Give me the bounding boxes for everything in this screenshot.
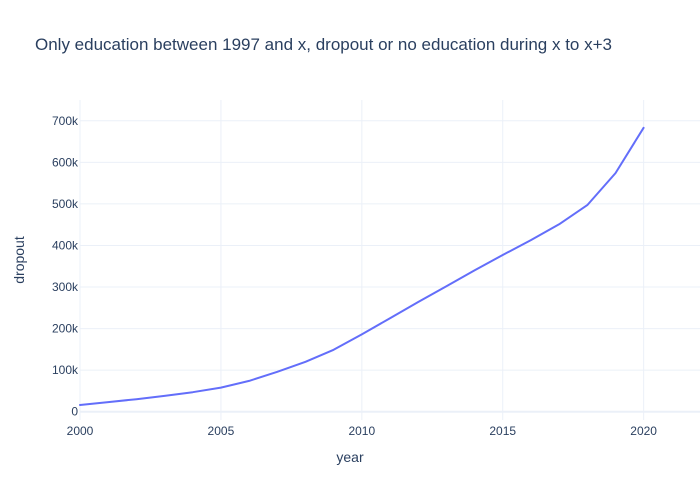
y-tick-label: 200k bbox=[52, 322, 79, 336]
x-tick-label: 2015 bbox=[489, 424, 516, 438]
series-line bbox=[79, 126, 645, 406]
y-tick-label: 100k bbox=[52, 363, 79, 377]
y-tick-label: 0 bbox=[71, 405, 78, 419]
y-tick-label: 600k bbox=[52, 155, 79, 169]
y-tick-label: 700k bbox=[52, 114, 79, 128]
x-tick-label: 2010 bbox=[348, 424, 375, 438]
x-tick-label: 2005 bbox=[208, 424, 235, 438]
x-tick-label: 2020 bbox=[630, 424, 657, 438]
x-axis-ticks: 2000 2005 2010 2015 2020 bbox=[67, 424, 658, 438]
grid-lines bbox=[79, 100, 700, 420]
y-tick-label: 300k bbox=[52, 280, 79, 294]
y-tick-label: 400k bbox=[52, 238, 79, 252]
x-tick-label: 2000 bbox=[67, 424, 94, 438]
y-axis-title: dropout bbox=[11, 236, 27, 284]
y-axis-ticks: 0 100k 200k 300k 400k 500k 600k 700k bbox=[52, 114, 79, 419]
y-tick-label: 500k bbox=[52, 197, 79, 211]
series-layer bbox=[79, 126, 645, 406]
x-axis-title: year bbox=[336, 449, 364, 465]
chart-title: Only education between 1997 and x, dropo… bbox=[35, 35, 612, 54]
